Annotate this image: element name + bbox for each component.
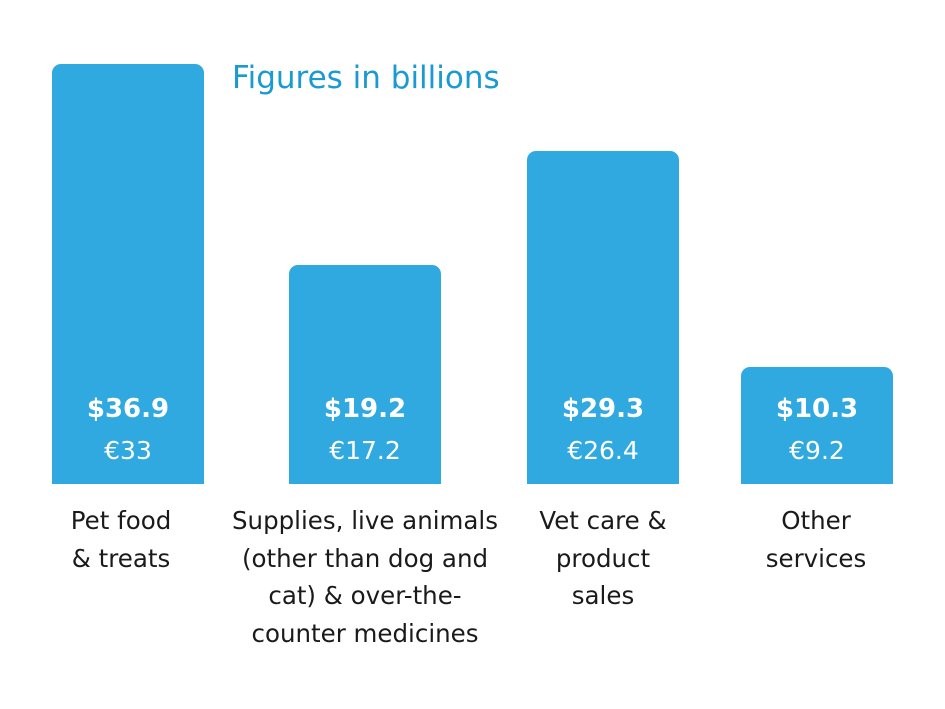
bar-value-eur: €33 xyxy=(104,436,152,465)
category-label-line: Other xyxy=(781,506,851,535)
category-label-line: cat) & over-the- xyxy=(268,581,462,610)
bar-group: $10.3 €9.2 xyxy=(741,0,893,709)
bar-value-eur: €17.2 xyxy=(329,436,401,465)
category-label-line: Vet care & xyxy=(539,506,667,535)
category-label: Vet care & product sales xyxy=(503,502,703,615)
bar-value-eur: €26.4 xyxy=(567,436,639,465)
category-label-line: product xyxy=(555,543,651,573)
category-label-line: counter medicines xyxy=(251,618,479,648)
bar xyxy=(741,367,893,484)
bar xyxy=(289,265,441,484)
category-label-line: & treats xyxy=(71,543,171,573)
category-label: Supplies, live animals (other than dog an… xyxy=(215,502,515,652)
category-label-line: services xyxy=(765,543,867,573)
bar-value-eur: €9.2 xyxy=(789,436,845,465)
category-label-line: Supplies, live animals xyxy=(232,506,498,535)
category-label: Other services xyxy=(716,502,916,577)
category-label-line: Pet food xyxy=(70,506,172,535)
chart-title: Figures in billions xyxy=(232,60,500,96)
bar-value-usd: $29.3 xyxy=(561,394,645,424)
category-label-line: sales xyxy=(571,581,635,610)
bar-group: $29.3 €26.4 xyxy=(527,0,679,709)
bar xyxy=(527,151,679,484)
bar-value-usd: $36.9 xyxy=(86,394,170,424)
category-label-line: (other than dog and xyxy=(241,543,489,573)
bar-value-usd: $19.2 xyxy=(323,394,407,424)
bar-group: $36.9 €33 xyxy=(52,0,204,709)
bar-value-usd: $10.3 xyxy=(775,394,859,424)
bar-group: $19.2 €17.2 xyxy=(289,0,441,709)
category-label: Pet food & treats xyxy=(21,502,221,577)
bar xyxy=(52,64,204,484)
